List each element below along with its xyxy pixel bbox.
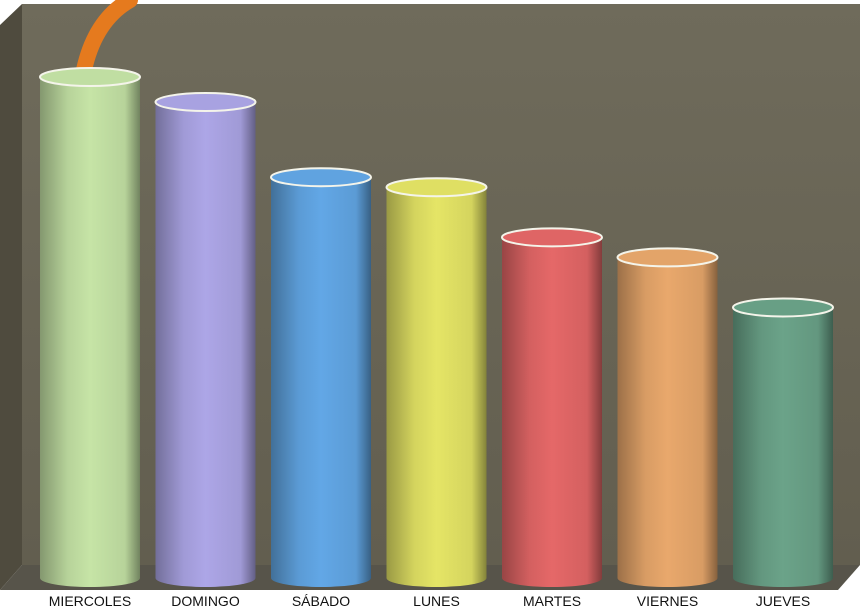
category-label: SÁBADO (292, 593, 350, 609)
bar-body (271, 177, 371, 587)
bar-sábado (270, 167, 372, 587)
category-label: DOMINGO (171, 593, 240, 609)
bar-miercoles (39, 67, 141, 587)
bar-top (39, 67, 141, 87)
category-label: MARTES (523, 593, 581, 609)
bar-martes (501, 227, 603, 587)
bars-layer (39, 67, 834, 587)
bar-top (501, 227, 603, 248)
bar-body (733, 307, 833, 587)
category-label: JUEVES (756, 593, 810, 609)
bar-top (270, 167, 372, 188)
bar-top (154, 92, 257, 113)
category-label: MIERCOLES (49, 593, 131, 609)
bar-body (40, 77, 140, 587)
category-label: LUNES (413, 593, 460, 609)
bar-lunes (385, 177, 488, 587)
bar-body (386, 187, 487, 587)
side-wall (0, 4, 22, 590)
bar-top (616, 247, 719, 268)
bar-viernes (616, 247, 719, 587)
category-labels: MIERCOLES DOMINGO SÁBADO LUNES MARTES VIERNES… (49, 593, 810, 609)
accent-stroke (76, 0, 138, 78)
category-label: VIERNES (637, 593, 698, 609)
bar-top (732, 297, 834, 318)
bar-top (385, 177, 488, 198)
bar-domingo (154, 92, 257, 587)
bar-body (155, 102, 256, 587)
bar-body (502, 237, 602, 587)
bar-body (617, 257, 718, 587)
bar-jueves (732, 297, 834, 587)
